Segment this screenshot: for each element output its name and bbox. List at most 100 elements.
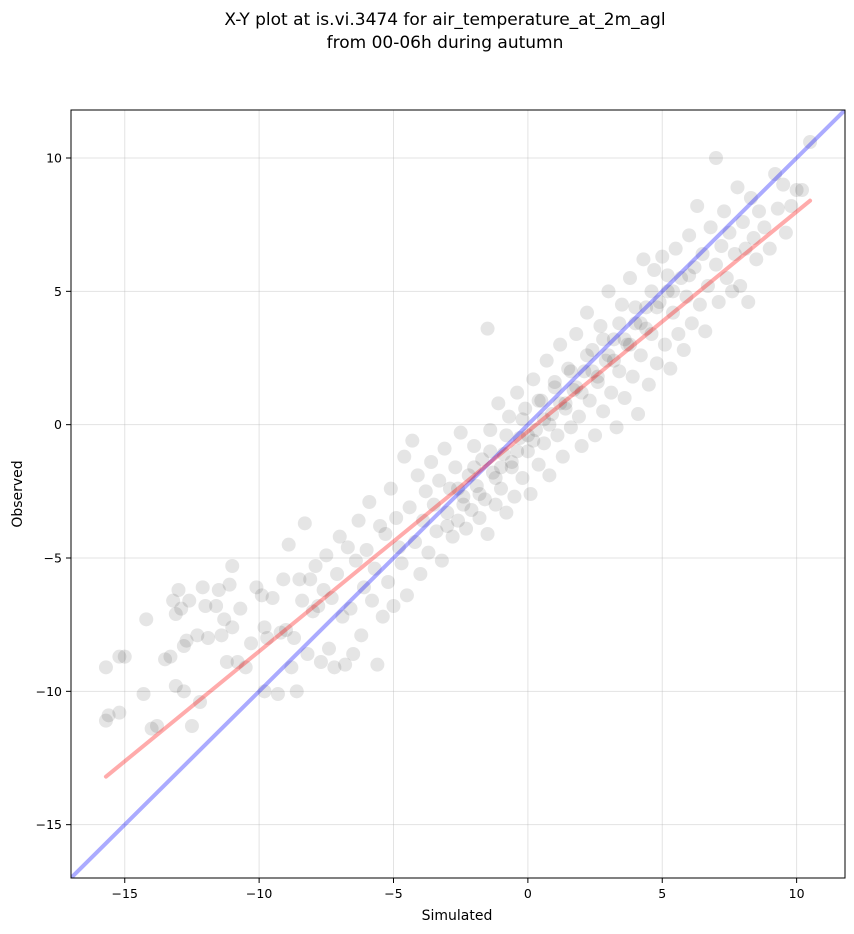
data-point <box>520 428 535 443</box>
data-point <box>359 543 374 557</box>
data-point <box>644 327 659 341</box>
x-tick-label: 5 <box>658 886 666 901</box>
data-point <box>588 428 603 443</box>
data-point <box>703 220 718 235</box>
data-point <box>757 220 772 235</box>
data-point <box>324 591 339 605</box>
data-point <box>276 572 291 587</box>
data-point <box>453 425 468 440</box>
data-point <box>504 455 519 469</box>
data-point <box>507 489 522 504</box>
data-point <box>171 583 186 597</box>
data-point <box>416 513 431 528</box>
data-point <box>730 180 745 195</box>
data-point <box>434 553 449 568</box>
data-point <box>418 484 433 499</box>
data-point <box>590 369 605 384</box>
y-tick-label: 5 <box>54 284 62 299</box>
one-to-one-line <box>71 110 845 878</box>
data-point <box>464 503 479 517</box>
data-point <box>499 428 514 443</box>
data-point <box>719 271 734 285</box>
data-point <box>558 396 573 411</box>
data-point <box>389 511 404 525</box>
data-point <box>292 572 307 587</box>
data-point <box>510 385 525 400</box>
data-point <box>682 268 697 283</box>
data-point <box>768 167 783 181</box>
grid <box>71 110 845 878</box>
data-point <box>174 601 189 616</box>
data-point <box>596 404 611 419</box>
data-point <box>561 361 576 376</box>
data-point <box>545 407 560 421</box>
data-point <box>604 385 619 400</box>
data-point <box>383 481 398 496</box>
data-point <box>184 719 199 733</box>
data-point <box>727 247 742 261</box>
data-point <box>198 599 213 613</box>
data-point <box>472 511 487 525</box>
data-point <box>636 252 651 267</box>
data-point <box>424 455 439 469</box>
data-point <box>367 561 382 576</box>
data-point <box>469 479 484 493</box>
data-point <box>233 601 248 616</box>
data-point <box>295 593 310 608</box>
data-point <box>219 655 234 669</box>
x-axis-label: Simulated <box>422 908 493 924</box>
data-point <box>313 655 328 669</box>
data-point <box>429 524 444 539</box>
data-point <box>679 289 694 304</box>
data-point <box>112 649 127 664</box>
data-point <box>628 316 643 331</box>
data-point <box>590 375 605 389</box>
data-point <box>609 420 624 435</box>
data-point <box>448 460 463 475</box>
points-layer <box>98 135 818 736</box>
data-point <box>593 319 608 333</box>
data-point <box>537 436 551 451</box>
x-tick-label: −5 <box>384 886 402 901</box>
data-point <box>539 353 554 368</box>
data-point <box>741 295 756 309</box>
data-point <box>563 364 578 379</box>
data-point <box>459 521 474 536</box>
data-point <box>297 516 312 531</box>
data-point <box>628 300 643 315</box>
data-point <box>408 535 422 549</box>
data-point <box>351 513 366 528</box>
data-point <box>668 241 683 256</box>
data-point <box>193 695 207 709</box>
data-point <box>676 343 691 357</box>
data-point <box>254 588 269 603</box>
data-point <box>534 393 549 408</box>
data-point <box>375 609 390 624</box>
data-point <box>502 409 517 424</box>
y-axis-label: Observed <box>10 460 26 527</box>
data-point <box>373 519 388 533</box>
data-point <box>746 231 761 245</box>
data-point <box>617 391 632 405</box>
data-point <box>397 449 412 464</box>
y-tick-label: −15 <box>36 817 62 832</box>
data-point <box>394 556 409 571</box>
data-point <box>639 300 654 315</box>
data-point <box>421 545 436 560</box>
data-point <box>281 537 296 552</box>
data-point <box>649 356 664 371</box>
data-point <box>327 660 342 675</box>
y-axis-ticks: −15 −10 −5 0 5 10 <box>36 151 71 832</box>
data-point <box>410 468 425 483</box>
data-point <box>674 271 689 285</box>
data-point <box>190 628 205 643</box>
data-point <box>722 225 737 240</box>
data-point <box>150 719 164 733</box>
data-point <box>598 353 613 368</box>
data-point <box>168 607 183 621</box>
x-tick-label: 0 <box>524 886 532 901</box>
data-point <box>709 151 723 165</box>
data-point <box>647 263 662 277</box>
data-point <box>257 684 272 699</box>
chart-title-line-2: from 00-06h during autumn <box>327 33 564 53</box>
